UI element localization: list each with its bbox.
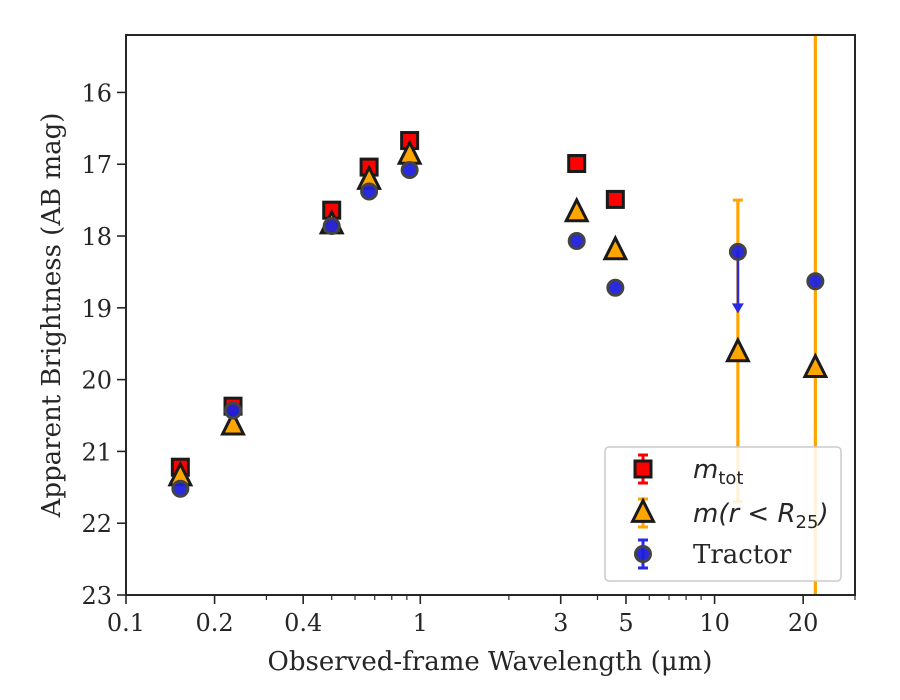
data-point [605,189,625,209]
data-point [728,242,747,261]
x-tick-label: 0.4 [284,609,322,637]
data-point [171,479,190,498]
axes: 0.1 0.2 0.4 1 3 5 10 20 16 17 18 19 20 21 22 23 [81,34,856,637]
y-tick-label: 17 [81,151,112,179]
markers-m-r-r25- [167,139,829,487]
data-point [802,352,829,379]
x-tick-label: 20 [788,609,819,637]
y-tick-label: 23 [81,582,112,610]
legend-marker [634,545,652,563]
y-tick-label: 16 [81,79,112,107]
data-point [725,336,751,363]
legend-marker [630,497,656,523]
y-tick-label: 21 [81,438,112,466]
axes-frame [125,34,856,596]
upper-limit-arrowhead [731,303,744,314]
y-tick-label: 19 [81,295,112,323]
data-point [224,401,243,420]
x-tick-label: 0.1 [107,609,145,637]
legend-box [604,446,842,582]
data-point [360,182,379,201]
x-tick-label: 1 [413,609,428,637]
data-point [563,196,590,223]
x-tick-label: 10 [699,609,730,637]
markers-tractor [171,160,825,498]
series-tractor [731,251,744,314]
data-point [606,278,625,297]
data-point [567,232,586,251]
legend-label: m(r < R25) [693,499,829,533]
legend: mtot m(r < R25) Tractor [604,446,842,582]
plot-area [167,35,829,595]
x-tick-label: 0.2 [196,609,234,637]
data-point [567,154,587,174]
x-tick-label: 5 [618,609,633,637]
data-point [220,409,246,436]
data-point [322,216,341,235]
data-point [400,160,419,179]
x-tick-label: 3 [553,609,568,637]
legend-label: mtot [693,455,743,489]
legend-label: Tractor [693,540,792,570]
y-axis-label: Apparent Brightness (AB mag) [37,113,67,519]
data-point [806,272,825,291]
legend-marker [633,459,653,479]
x-axis-label: Observed-frame Wavelength (μm) [268,647,713,677]
y-tick-label: 20 [81,367,112,395]
y-tick-label: 22 [81,510,112,538]
data-point [602,234,629,261]
y-tick-label: 18 [81,223,112,251]
